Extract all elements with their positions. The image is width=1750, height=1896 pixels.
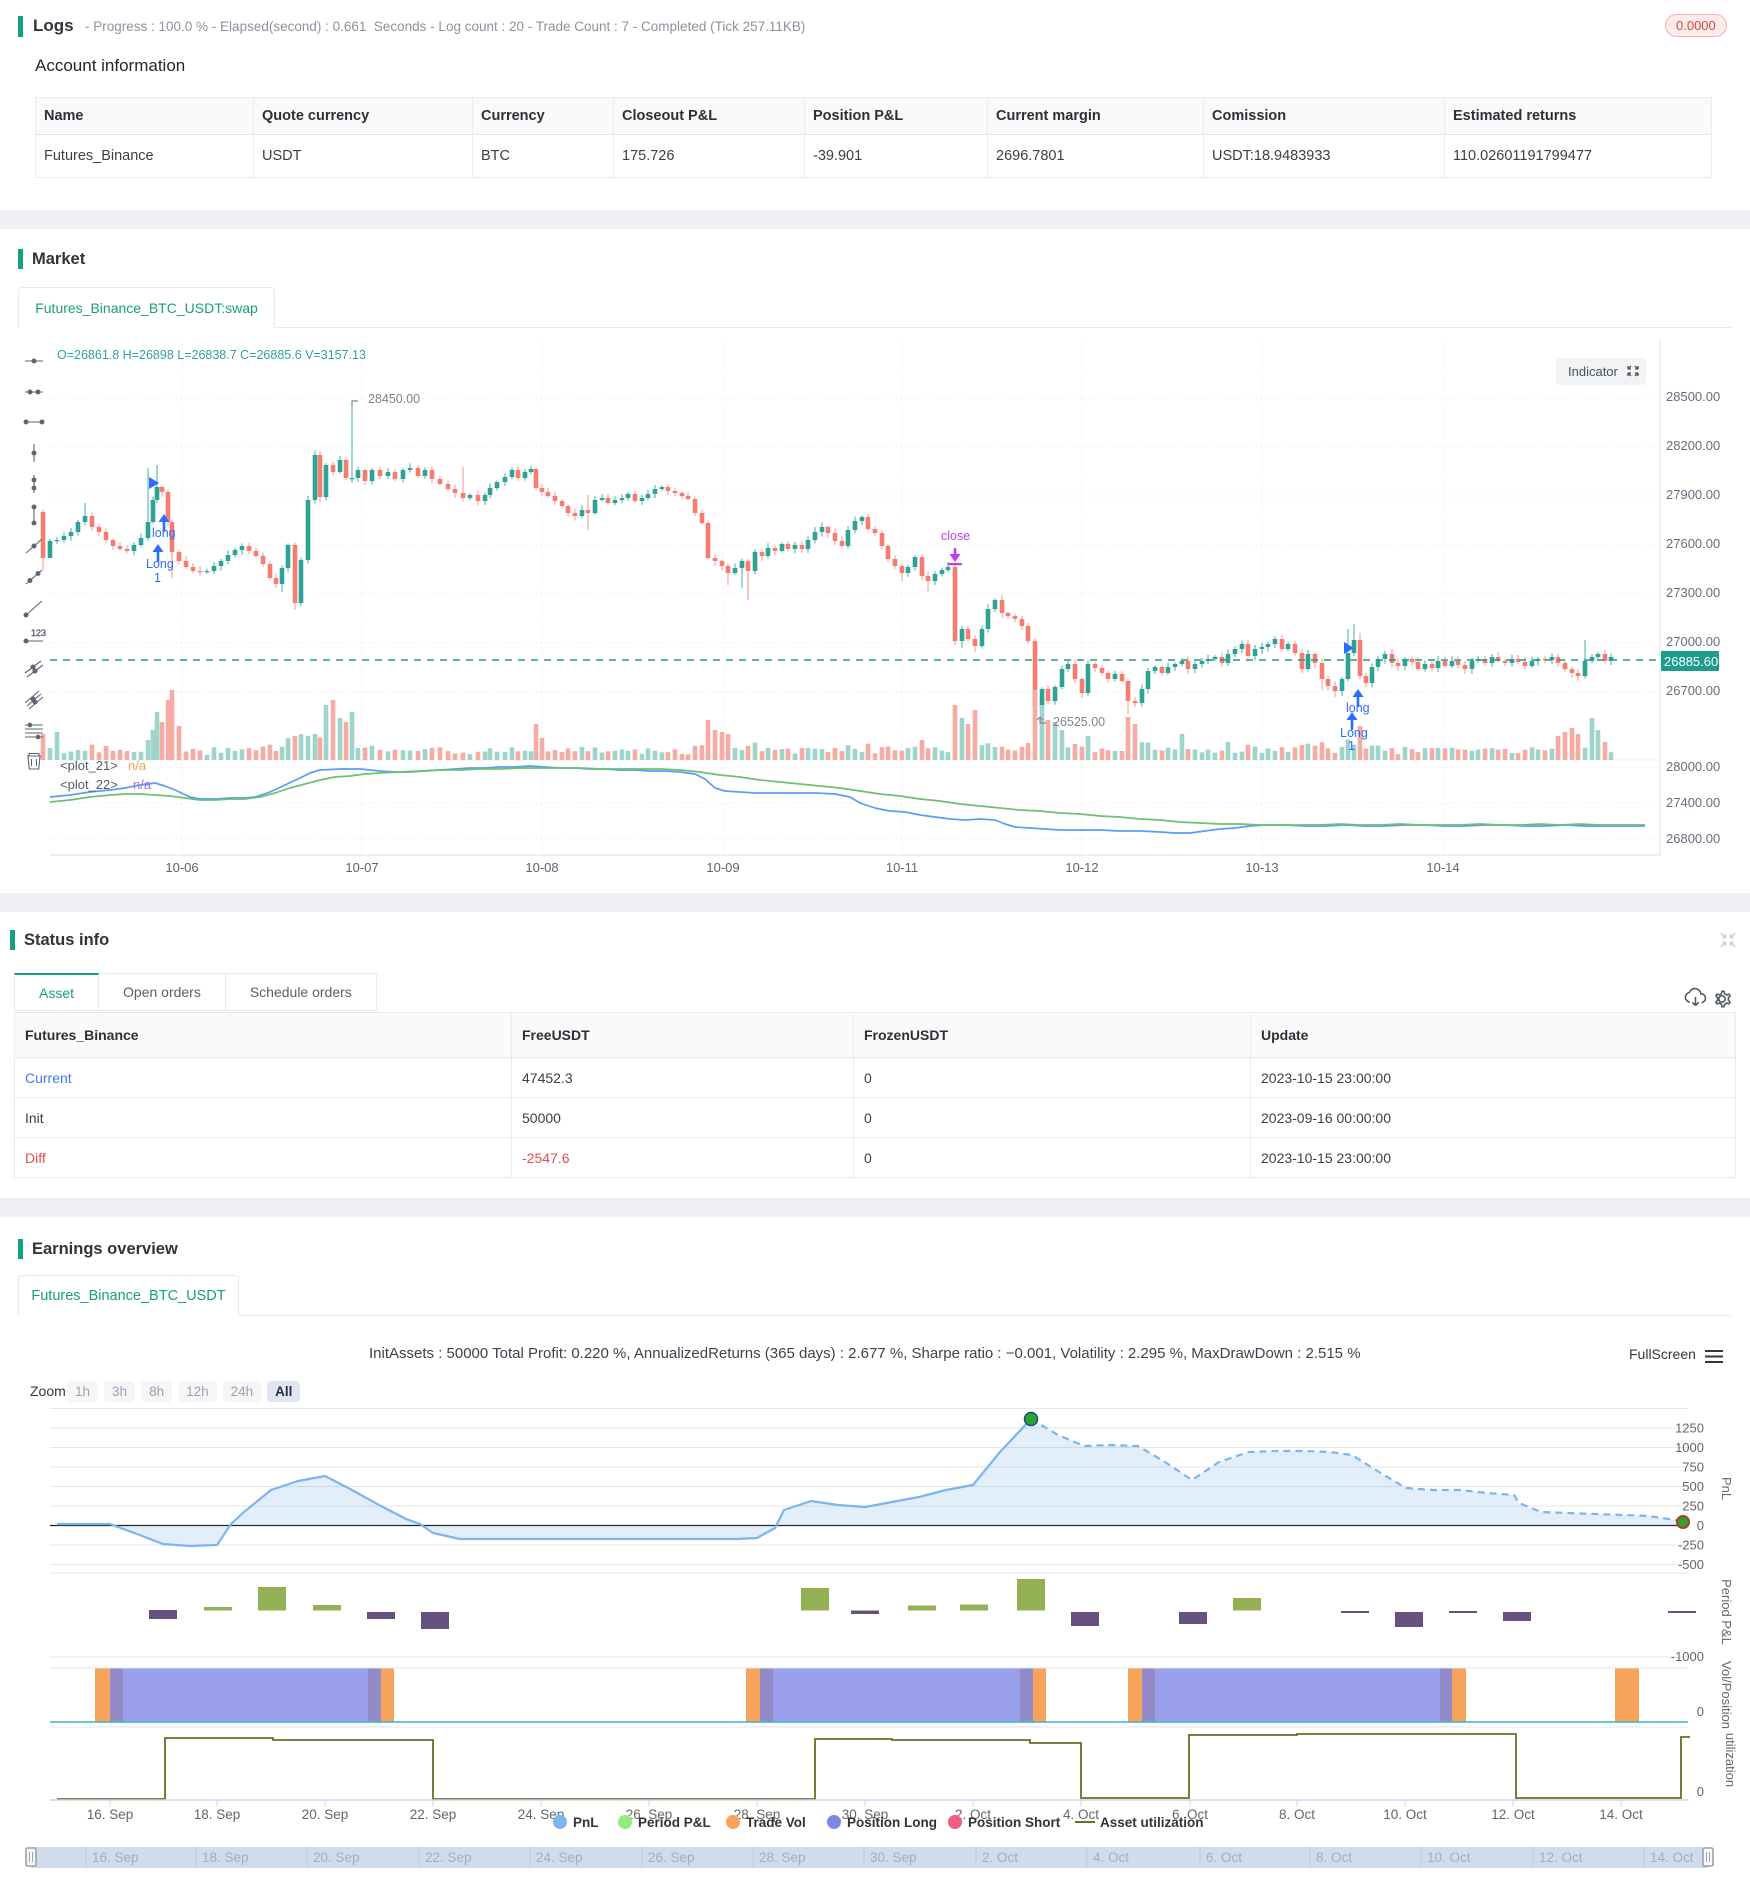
svg-text:250: 250 bbox=[1682, 1499, 1704, 1514]
svg-text:18. Sep: 18. Sep bbox=[202, 1850, 249, 1865]
svg-text:28. Sep: 28. Sep bbox=[759, 1850, 806, 1865]
svg-text:20. Sep: 20. Sep bbox=[302, 1807, 349, 1822]
svg-text:10-13: 10-13 bbox=[1245, 860, 1278, 875]
svg-text:Vol/Position: Vol/Position bbox=[1719, 1661, 1734, 1729]
svg-text:28500.00: 28500.00 bbox=[1666, 389, 1720, 404]
svg-text:12. Oct: 12. Oct bbox=[1491, 1807, 1535, 1822]
svg-text:-500: -500 bbox=[1678, 1557, 1704, 1572]
svg-text:14. Oct: 14. Oct bbox=[1650, 1850, 1694, 1865]
svg-text:16. Sep: 16. Sep bbox=[92, 1850, 139, 1865]
svg-text:1: 1 bbox=[154, 571, 161, 585]
svg-text:24. Sep: 24. Sep bbox=[536, 1850, 583, 1865]
svg-text:26800.00: 26800.00 bbox=[1666, 831, 1720, 846]
svg-text:10-14: 10-14 bbox=[1426, 860, 1459, 875]
svg-text:4. Oct: 4. Oct bbox=[1093, 1850, 1129, 1865]
svg-text:28200.00: 28200.00 bbox=[1666, 438, 1720, 453]
svg-text:1: 1 bbox=[1348, 739, 1355, 753]
svg-text:28000.00: 28000.00 bbox=[1666, 759, 1720, 774]
svg-text:26. Sep: 26. Sep bbox=[648, 1850, 695, 1865]
svg-text:8. Oct: 8. Oct bbox=[1279, 1807, 1315, 1822]
svg-text:10-11: 10-11 bbox=[886, 860, 918, 875]
svg-text:PnL: PnL bbox=[1719, 1477, 1734, 1500]
svg-text:O=26861.8 H=26898 L=26838.7 C=: O=26861.8 H=26898 L=26838.7 C=26885.6 V=… bbox=[57, 348, 366, 362]
svg-text:27300.00: 27300.00 bbox=[1666, 585, 1720, 600]
svg-text:-1000: -1000 bbox=[1671, 1649, 1704, 1664]
svg-text:10-08: 10-08 bbox=[525, 860, 558, 875]
svg-text:<plot_22>: <plot_22> bbox=[60, 777, 118, 792]
svg-text:16. Sep: 16. Sep bbox=[87, 1807, 134, 1822]
svg-text:1250: 1250 bbox=[1675, 1421, 1704, 1436]
svg-text:long: long bbox=[1346, 701, 1370, 715]
svg-text:6. Oct: 6. Oct bbox=[1172, 1807, 1208, 1822]
svg-text:10-07: 10-07 bbox=[345, 860, 378, 875]
svg-text:28450.00: 28450.00 bbox=[368, 392, 420, 406]
svg-text:Position Long: Position Long bbox=[847, 1815, 937, 1830]
svg-text:utilization: utilization bbox=[1723, 1733, 1738, 1787]
svg-text:20. Sep: 20. Sep bbox=[313, 1850, 360, 1865]
svg-text:24. Sep: 24. Sep bbox=[518, 1807, 565, 1822]
svg-text:n/a: n/a bbox=[133, 777, 152, 792]
svg-text:27400.00: 27400.00 bbox=[1666, 795, 1720, 810]
svg-text:26700.00: 26700.00 bbox=[1666, 683, 1720, 698]
svg-text:14. Oct: 14. Oct bbox=[1599, 1807, 1643, 1822]
svg-text:22. Sep: 22. Sep bbox=[425, 1850, 472, 1865]
svg-text:27000.00: 27000.00 bbox=[1666, 634, 1720, 649]
svg-text:10-09: 10-09 bbox=[706, 860, 739, 875]
svg-text:30. Sep: 30. Sep bbox=[842, 1807, 889, 1822]
svg-text:Indicator: Indicator bbox=[1568, 364, 1619, 379]
svg-text:26525.00: 26525.00 bbox=[1053, 715, 1105, 729]
svg-text:27900.00: 27900.00 bbox=[1666, 487, 1720, 502]
svg-text:22. Sep: 22. Sep bbox=[410, 1807, 457, 1822]
svg-text:18. Sep: 18. Sep bbox=[194, 1807, 241, 1822]
svg-text:10-06: 10-06 bbox=[165, 860, 198, 875]
svg-text:10. Oct: 10. Oct bbox=[1427, 1850, 1471, 1865]
svg-text:Position Short: Position Short bbox=[968, 1815, 1061, 1830]
svg-text:2. Oct: 2. Oct bbox=[982, 1850, 1018, 1865]
svg-text:8. Oct: 8. Oct bbox=[1316, 1850, 1352, 1865]
svg-text:Asset utilization: Asset utilization bbox=[1100, 1815, 1204, 1830]
svg-text:4. Oct: 4. Oct bbox=[1063, 1807, 1099, 1822]
svg-text:Trade Vol: Trade Vol bbox=[746, 1815, 806, 1830]
svg-text:PnL: PnL bbox=[573, 1815, 599, 1830]
svg-text:1000: 1000 bbox=[1675, 1440, 1704, 1455]
svg-text:10-12: 10-12 bbox=[1065, 860, 1098, 875]
svg-text:10. Oct: 10. Oct bbox=[1383, 1807, 1427, 1822]
svg-text:-250: -250 bbox=[1678, 1538, 1704, 1553]
svg-text:28. Sep: 28. Sep bbox=[734, 1807, 781, 1822]
svg-text:12. Oct: 12. Oct bbox=[1539, 1850, 1583, 1865]
svg-text:0: 0 bbox=[1697, 1784, 1704, 1799]
svg-text:30. Sep: 30. Sep bbox=[870, 1850, 917, 1865]
svg-text:27600.00: 27600.00 bbox=[1666, 536, 1720, 551]
svg-text:long: long bbox=[152, 526, 176, 540]
svg-text:close: close bbox=[941, 529, 970, 543]
svg-text:n/a: n/a bbox=[128, 758, 147, 773]
svg-text:26. Sep: 26. Sep bbox=[626, 1807, 673, 1822]
svg-text:Long: Long bbox=[146, 557, 174, 571]
svg-text:500: 500 bbox=[1682, 1479, 1704, 1494]
svg-text:123: 123 bbox=[31, 628, 46, 638]
svg-text:Long: Long bbox=[1340, 726, 1368, 740]
svg-text:<plot_21>: <plot_21> bbox=[60, 758, 118, 773]
svg-text:0: 0 bbox=[1697, 1704, 1704, 1719]
svg-text:26885.60: 26885.60 bbox=[1664, 654, 1718, 669]
svg-text:6. Oct: 6. Oct bbox=[1206, 1850, 1242, 1865]
svg-text:Period P&L: Period P&L bbox=[638, 1815, 711, 1830]
svg-text:750: 750 bbox=[1682, 1460, 1704, 1475]
svg-text:Period P&L: Period P&L bbox=[1719, 1579, 1734, 1645]
svg-text:2. Oct: 2. Oct bbox=[955, 1807, 991, 1822]
svg-text:0: 0 bbox=[1697, 1518, 1704, 1533]
